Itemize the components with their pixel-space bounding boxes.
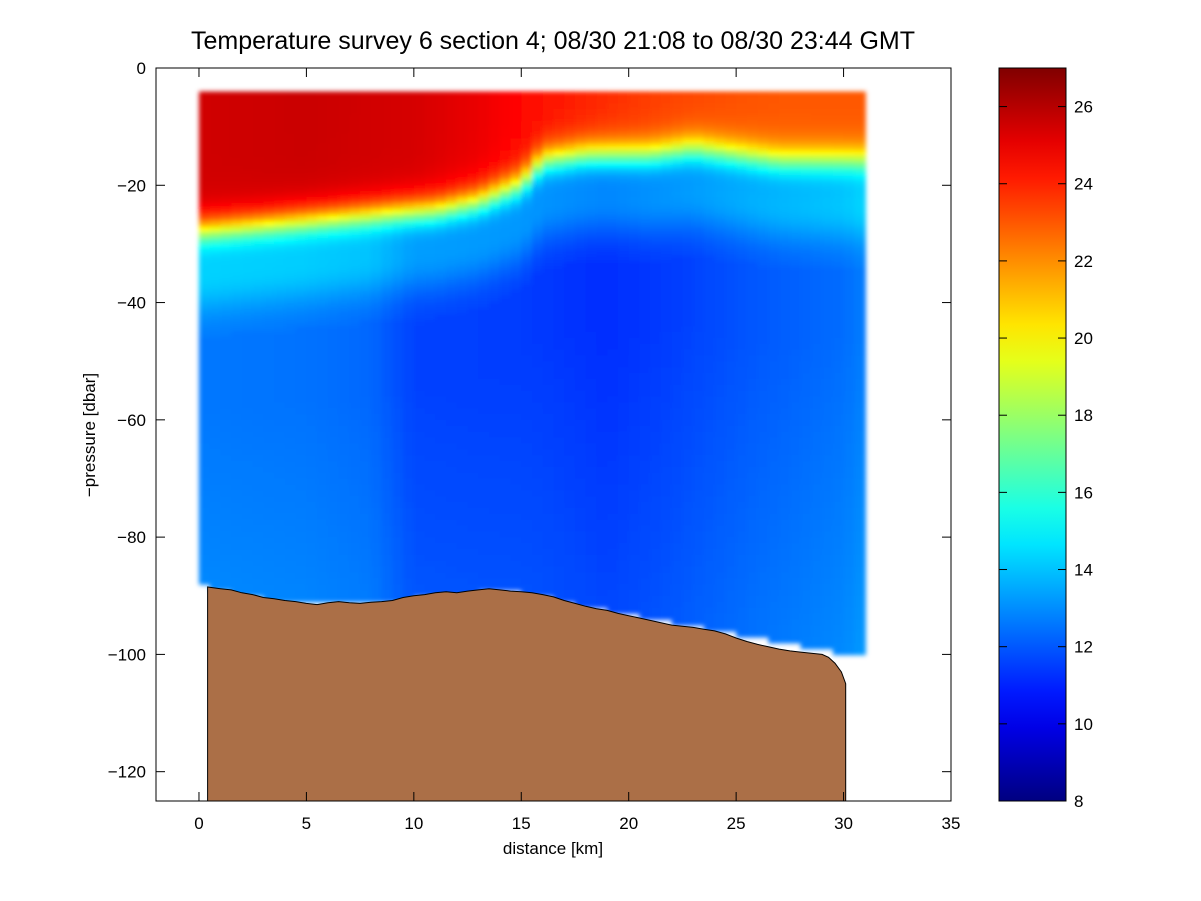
y-tick-label: 0 bbox=[137, 59, 146, 78]
seafloor bbox=[207, 586, 847, 801]
colorbar-tick-label: 12 bbox=[1074, 638, 1093, 657]
colorbar-tick-label: 20 bbox=[1074, 329, 1093, 348]
y-tick-label: −80 bbox=[117, 528, 146, 547]
x-tick-label: 5 bbox=[302, 814, 311, 833]
temperature-field bbox=[198, 91, 866, 656]
y-tick-label: −100 bbox=[108, 645, 146, 664]
chart-title: Temperature survey 6 section 4; 08/30 21… bbox=[191, 27, 915, 55]
y-tick-label: −60 bbox=[117, 411, 146, 430]
y-tick-label: −40 bbox=[117, 294, 146, 313]
colorbar-tick-label: 10 bbox=[1074, 715, 1093, 734]
x-axis: 0 5 10 15 20 25 30 35 bbox=[194, 68, 960, 833]
x-axis-label: distance [km] bbox=[503, 839, 603, 858]
colorbar: 8 10 12 14 16 18 20 22 24 26 bbox=[998, 67, 1093, 811]
x-tick-label: 10 bbox=[404, 814, 423, 833]
x-tick-label: 15 bbox=[512, 814, 531, 833]
y-axis: 0 −20 −40 −60 −80 −100 −120 bbox=[108, 59, 951, 782]
colorbar-tick-label: 22 bbox=[1074, 252, 1093, 271]
bathymetry bbox=[207, 586, 847, 801]
y-tick-label: −20 bbox=[117, 176, 146, 195]
colorbar-ticks: 8 10 12 14 16 18 20 22 24 26 bbox=[999, 98, 1093, 811]
colorbar-tick-label: 26 bbox=[1074, 98, 1093, 117]
x-tick-label: 20 bbox=[619, 814, 638, 833]
colorbar-tick-label: 24 bbox=[1074, 175, 1093, 194]
x-tick-label: 30 bbox=[834, 814, 853, 833]
x-tick-label: 35 bbox=[942, 814, 961, 833]
y-axis-label: −pressure [dbar] bbox=[80, 373, 99, 497]
x-tick-label: 0 bbox=[194, 814, 203, 833]
colorbar-tick-label: 16 bbox=[1074, 483, 1093, 502]
colorbar-tick-label: 8 bbox=[1074, 792, 1083, 811]
plot-frame bbox=[155, 67, 952, 802]
x-tick-label: 25 bbox=[727, 814, 746, 833]
colorbar-tick-label: 14 bbox=[1074, 561, 1093, 580]
temperature-cells bbox=[198, 91, 866, 656]
colorbar-frame bbox=[998, 67, 1067, 802]
y-tick-label: −120 bbox=[108, 763, 146, 782]
plot-area: 0 5 10 15 20 25 30 35 0 −20 −40 −60 −80 −100 −120 bbox=[108, 59, 961, 833]
colorbar-gradient bbox=[999, 68, 1066, 801]
colorbar-tick-label: 18 bbox=[1074, 406, 1093, 425]
